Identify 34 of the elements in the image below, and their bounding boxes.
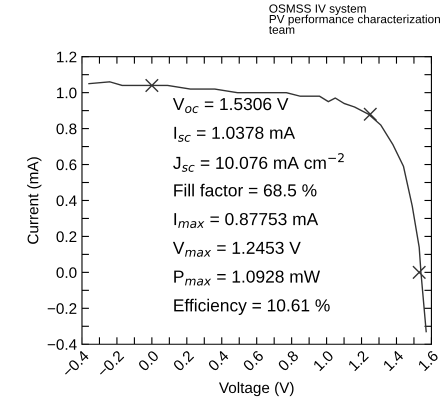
x-tick-label: 0.0	[138, 350, 160, 372]
y-tick-label: 1.2	[57, 52, 76, 62]
x-tick-label: −0.2	[96, 350, 124, 378]
text: OSMSS IV system PV performance characterization team	[268, 4, 440, 34]
annotation: I$_{sc}$ = 1.0378 mA	[174, 126, 296, 142]
y-axis-title: Current (mA)	[27, 157, 42, 244]
x-axis-title: Voltage (V)	[218, 382, 294, 396]
annotation: P$_{max}$ = 1.0928 mW	[174, 270, 320, 286]
x-tick-label: 0.2	[172, 350, 194, 372]
annotation: V$_{max}$ = 1.2453 V	[172, 242, 301, 257]
annotation: Fill factor = 68.5 %	[174, 184, 316, 197]
y-tick-label: 0.0	[56, 267, 77, 278]
annotation: I$_{max}$ = 0.87753 mA	[174, 212, 318, 228]
x-tick-label: 1.0	[312, 350, 334, 372]
y-tick-label: 0.4	[56, 195, 77, 206]
y-tick-label: 0.6	[56, 159, 76, 170]
point	[363, 107, 378, 122]
point	[144, 78, 159, 92]
annotation: Efficiency = 10.61 %	[174, 298, 330, 315]
x-tick-label: 0.6	[242, 350, 264, 372]
y-tick-label: −0.4	[48, 339, 77, 350]
y-tick-label: −0.2	[48, 303, 76, 314]
x-tick-label: 0.8	[277, 350, 300, 372]
annotation: V$_{oc}$ = 1.5306 V	[172, 98, 288, 114]
x-tick-label: 1.4	[382, 350, 404, 372]
x-tick-label: 1.6	[418, 350, 439, 372]
x-tick-label: 0.4	[207, 350, 230, 372]
line-series	[88, 81, 427, 332]
annotation: J$_{sc}$ = 10.076 mA cm$^{−2}$	[173, 153, 344, 172]
y-tick-label: 0.2	[56, 231, 76, 242]
point	[412, 265, 426, 280]
x-tick-label: 1.2	[348, 350, 369, 372]
y-tick-label: 0.8	[56, 123, 76, 134]
y-tick-label: 1.0	[57, 88, 77, 98]
